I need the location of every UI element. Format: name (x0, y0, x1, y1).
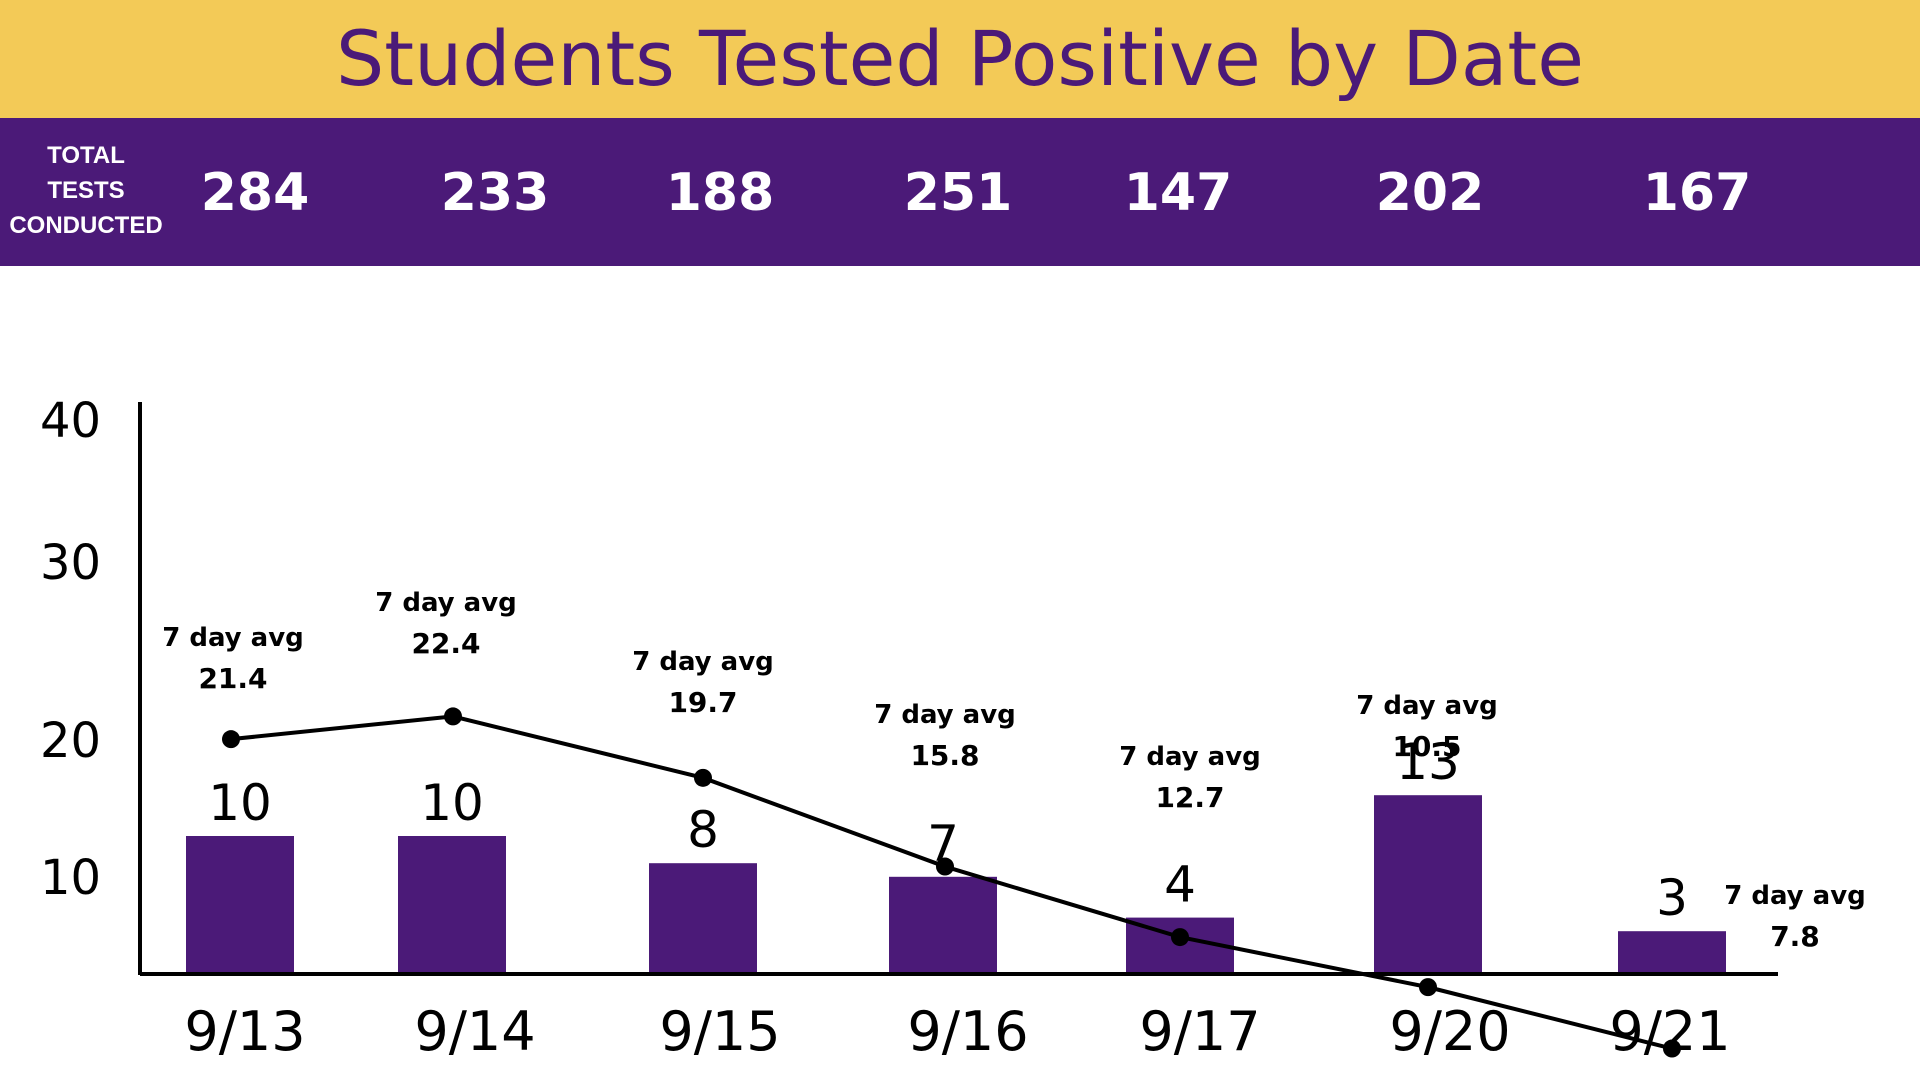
bar (398, 836, 506, 972)
bar (186, 836, 294, 972)
y-tick-label: 30 (40, 535, 101, 591)
x-tick-label: 9/16 (907, 1000, 1028, 1063)
bar (1618, 931, 1726, 972)
avg-caption: 7 day avg (632, 647, 774, 677)
bar-value-label: 10 (420, 774, 484, 832)
total-tests-value: 147 (1123, 163, 1233, 223)
x-tick-label: 9/20 (1389, 1000, 1510, 1063)
title-bar: Students Tested Positive by Date (0, 0, 1920, 118)
bar (1374, 795, 1482, 972)
avg-value-label: 15.8 (910, 739, 979, 772)
y-tick-label: 10 (40, 850, 101, 906)
total-tests-value: 233 (440, 163, 550, 223)
avg-value-label: 21.4 (198, 662, 267, 695)
bar-value-label: 8 (687, 801, 719, 859)
avg-point (694, 768, 712, 787)
bar (889, 876, 997, 972)
total-tests-label: TOTAL TESTS CONDUCTED (0, 138, 172, 243)
x-tick-label: 9/14 (414, 1000, 535, 1063)
x-tick-label: 9/13 (184, 1000, 305, 1063)
bar-value-label: 10 (208, 774, 272, 832)
total-tests-label-line: TESTS (47, 177, 125, 204)
avg-value-label: 19.7 (668, 686, 737, 719)
total-tests-value: 188 (665, 163, 775, 223)
total-tests-label-line: TOTAL (47, 142, 125, 169)
page-title: Students Tested Positive by Date (336, 14, 1584, 103)
bar-value-label: 3 (1656, 869, 1688, 927)
total-tests-value: 202 (1375, 163, 1485, 223)
total-tests-value: 167 (1642, 163, 1752, 223)
avg-value-label: 22.4 (411, 627, 480, 660)
avg-value-label: 12.7 (1155, 781, 1224, 814)
avg-point (222, 730, 240, 749)
avg-value-label: 7.8 (1770, 920, 1820, 953)
x-tick-label: 9/17 (1139, 1000, 1260, 1063)
total-tests-value: 284 (200, 163, 310, 223)
total-tests-label-line: CONDUCTED (9, 212, 163, 239)
avg-caption: 7 day avg (1119, 742, 1261, 772)
y-tick-label: 20 (40, 713, 101, 769)
total-tests-band: TOTAL TESTS CONDUCTED 284 233 188 251 14… (0, 118, 1920, 266)
avg-caption: 7 day avg (162, 623, 304, 653)
x-tick-label: 9/15 (659, 1000, 780, 1063)
avg-caption: 7 day avg (1724, 881, 1866, 911)
avg-point (1419, 978, 1437, 997)
avg-value-label: 10.5 (1392, 730, 1461, 763)
bar (649, 863, 757, 972)
avg-point (936, 857, 954, 876)
avg-caption: 7 day avg (1356, 691, 1498, 721)
bar-value-label: 13 (1396, 733, 1460, 791)
avg-point (1171, 928, 1189, 947)
avg-point (1663, 1039, 1681, 1058)
y-tick-label: 40 (40, 393, 101, 449)
bar-value-label: 4 (1164, 856, 1196, 914)
total-tests-value: 251 (903, 163, 1013, 223)
avg-caption: 7 day avg (375, 588, 517, 618)
avg-point (444, 707, 462, 726)
avg-caption: 7 day avg (874, 700, 1016, 730)
